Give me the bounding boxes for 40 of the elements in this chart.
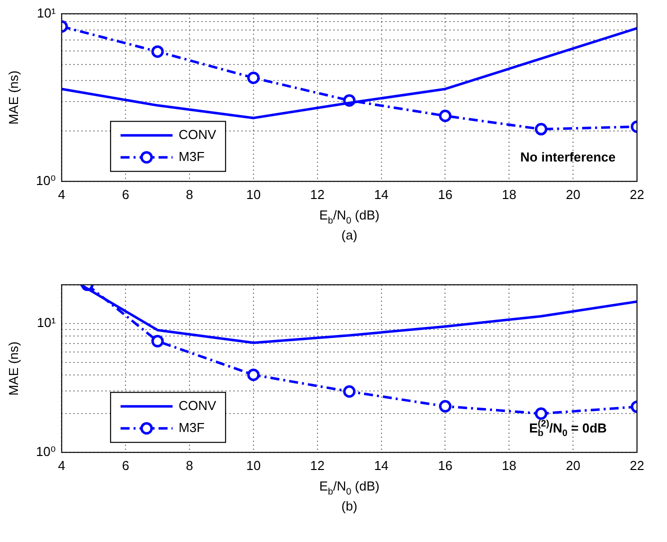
x-tick-label: 6 [122,458,130,473]
x-tick-label: 20 [566,458,580,473]
x-tick-label: 20 [566,186,580,202]
point [438,400,452,413]
x-tick-label: 12 [310,186,325,202]
point [247,368,260,382]
y-tick-label: 10⁰ [36,444,56,459]
x-tick-label: 18 [502,458,516,473]
x-tick-label: 16 [438,186,452,202]
y-tick-label: 10¹ [36,5,56,20]
legend-label: M3F [178,420,205,435]
x-tick-label: 14 [374,458,389,473]
x-tick-label: 10 [246,458,261,473]
x-tick-label: 22 [630,458,644,473]
x-tick-label: 12 [310,458,325,473]
text: (b) [341,498,358,514]
x-tick-label: 10 [246,186,261,202]
x-tick-label: 14 [374,186,389,202]
point [247,72,260,84]
annotation: No interference [520,149,616,164]
point [343,385,356,398]
y-axis-title: MAE (ns) [6,342,21,396]
point [534,407,548,420]
x-tick-label: 8 [186,458,194,473]
x-tick-label: 22 [630,186,644,202]
legend-label: CONV [178,126,216,142]
legend-label: CONV [178,398,216,413]
text: (a) [341,227,358,242]
x-tick-label: 16 [438,458,452,473]
legend-label: M3F [178,148,205,164]
x-tick-label: 4 [58,186,66,202]
x-tick-label: 18 [502,186,516,202]
point [438,110,452,122]
x-tick-label: 6 [122,186,130,202]
x-tick-label: 8 [186,186,194,202]
point [534,122,548,136]
y-axis-title: MAE (ns) [6,70,21,125]
y-tick-label: 10⁰ [36,172,56,188]
x-tick-label: 4 [58,458,66,473]
y-tick-label: 10¹ [36,315,56,330]
